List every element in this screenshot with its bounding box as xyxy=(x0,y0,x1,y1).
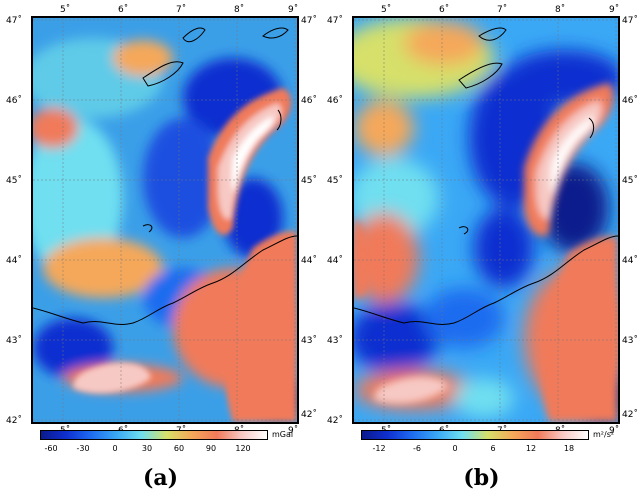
gravity-anomaly-field xyxy=(33,18,297,422)
lat-tick-right: 47˚ xyxy=(301,16,317,26)
lat-tick-left: 45˚ xyxy=(6,176,22,186)
lat-tick-left: 43˚ xyxy=(6,336,22,346)
lat-tick-left: 44˚ xyxy=(6,256,22,266)
lat-tick-left: 47˚ xyxy=(6,16,22,26)
colorbar-tick: 30 xyxy=(141,444,153,453)
lat-tick-left: 44˚ xyxy=(327,256,343,266)
lat-tick-left: 47˚ xyxy=(327,16,343,26)
lat-tick-right: 46˚ xyxy=(622,96,638,106)
gravity-anomaly-map xyxy=(33,18,297,422)
colorbar-tick: 12 xyxy=(525,444,537,453)
lat-tick-left: 46˚ xyxy=(327,96,343,106)
colorbar-tick: -12 xyxy=(372,444,386,453)
lat-tick-left: 42˚ xyxy=(6,416,22,426)
lon-tick-top: 7˚ xyxy=(176,5,187,15)
colorbar-tick: 60 xyxy=(173,444,185,453)
potential-anomaly-map xyxy=(354,18,618,422)
colorbar-gradient xyxy=(40,430,268,440)
lat-tick-right: 45˚ xyxy=(301,176,317,186)
colorbar-unit: mGal xyxy=(272,430,294,439)
lat-tick-left: 42˚ xyxy=(327,416,343,426)
lat-tick-left: 43˚ xyxy=(327,336,343,346)
lon-tick-top: 8˚ xyxy=(555,5,566,15)
colorbar-tick: -60 xyxy=(44,444,58,453)
colorbar-tick: 120 xyxy=(235,444,251,453)
colorbar-tick: 18 xyxy=(563,444,575,453)
potential-anomaly-field xyxy=(354,18,618,422)
colorbar-gradient xyxy=(361,430,589,440)
lon-tick-top: 5˚ xyxy=(381,5,392,15)
lon-tick-top: 6˚ xyxy=(118,5,129,15)
lon-tick-top: 6˚ xyxy=(439,5,450,15)
lat-tick-right: 44˚ xyxy=(301,256,317,266)
colorbar-tick: 90 xyxy=(205,444,217,453)
lat-tick-right: 43˚ xyxy=(301,336,317,346)
lon-tick-top: 9˚ xyxy=(288,5,299,15)
lon-tick-bottom: 9˚ xyxy=(288,426,299,436)
panel-b: 5˚ 6˚ 7˚ 8˚ 9˚ 5˚ 6˚ 7˚ 8˚ 9˚ 47˚ 46˚ 45… xyxy=(321,0,642,501)
panel-a: 5˚ 6˚ 7˚ 8˚ 9˚ 5˚ 6˚ 7˚ 8˚ 9˚ 47˚ 46˚ 45… xyxy=(6,5,317,491)
colorbar-tick: 0 xyxy=(112,444,118,453)
colorbar xyxy=(361,430,589,440)
lon-tick-bottom: 9˚ xyxy=(609,426,620,436)
panel-label: (a) xyxy=(142,465,179,491)
lat-tick-right: 47˚ xyxy=(622,16,638,26)
lat-tick-right: 45˚ xyxy=(622,176,638,186)
colorbar-tick: -30 xyxy=(76,444,90,453)
lat-tick-left: 46˚ xyxy=(6,96,22,106)
lon-tick-top: 5˚ xyxy=(60,5,71,15)
panel-label: (b) xyxy=(463,465,500,491)
lon-tick-top: 9˚ xyxy=(609,5,620,15)
lat-tick-right: 46˚ xyxy=(301,96,317,106)
colorbar-tick: -6 xyxy=(413,444,421,453)
lat-tick-right: 44˚ xyxy=(622,256,638,266)
lon-tick-top: 8˚ xyxy=(234,5,245,15)
colorbar-tick: 0 xyxy=(452,444,458,453)
lat-tick-right: 42˚ xyxy=(301,410,317,420)
lat-tick-left: 45˚ xyxy=(327,176,343,186)
lat-tick-right: 43˚ xyxy=(622,336,638,346)
lon-tick-top: 7˚ xyxy=(497,5,508,15)
colorbar xyxy=(40,430,268,440)
colorbar-tick: 6 xyxy=(490,444,496,453)
colorbar-unit: m²/s² xyxy=(593,430,615,439)
lat-tick-right: 42˚ xyxy=(622,410,638,420)
